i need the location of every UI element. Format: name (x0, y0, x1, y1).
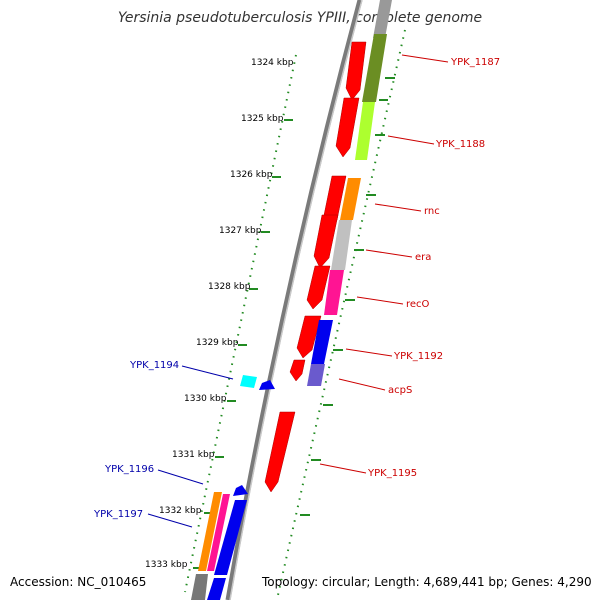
tick-label: 1325 kbp (241, 114, 284, 124)
tick-label: 1328 kbp (208, 282, 251, 292)
gene-label-ypk-1192: YPK_1192 (393, 351, 443, 362)
left-guide-line (184, 54, 297, 593)
gene-label-era: era (415, 252, 431, 263)
left-features (191, 375, 275, 600)
cds-strand (264, 41, 367, 493)
tick-label: 1332 kbp (159, 506, 202, 516)
gene-label-ypk-1194: YPK_1194 (129, 360, 179, 371)
tick-label: 1324 kbp (251, 58, 294, 68)
tick-label: 1329 kbp (196, 338, 239, 348)
accession-text: Accession: NC_010465 (10, 575, 147, 589)
right-gene-labels: YPK_1187 YPK_1188 rnc era recO YPK_1192 … (367, 57, 500, 479)
gene-label-ypk-1195: YPK_1195 (367, 468, 417, 479)
gene-label-ypk-1187: YPK_1187 (450, 57, 500, 68)
gene-label-ypk-1197: YPK_1197 (93, 509, 143, 520)
left-ticks (193, 119, 293, 569)
tick-label: 1326 kbp (230, 170, 273, 180)
function-strand (307, 0, 392, 386)
left-leaders (147, 365, 234, 528)
tick-label: 1327 kbp (219, 226, 262, 236)
left-gene-labels: YPK_1194 YPK_1196 YPK_1197 (93, 360, 179, 520)
right-leaders (319, 54, 449, 474)
gene-label-ypk-1196: YPK_1196 (104, 464, 154, 475)
gene-label-reco: recO (406, 299, 430, 310)
right-ticks (300, 77, 395, 516)
map-title: Yersinia pseudotuberculosis YPIII, compl… (117, 10, 483, 26)
genome-backbone (225, 0, 363, 600)
tick-label: 1333 kbp (145, 560, 188, 570)
tick-label: 1331 kbp (172, 450, 215, 460)
tick-label: 1330 kbp (184, 394, 227, 404)
kbp-labels: 1324 kbp 1325 kbp 1326 kbp 1327 kbp 1328… (145, 58, 294, 570)
gene-label-acps: acpS (388, 385, 412, 396)
gene-label-rnc: rnc (424, 206, 440, 217)
gene-label-ypk-1188: YPK_1188 (435, 139, 485, 150)
topology-text: Topology: circular; Length: 4,689,441 bp… (262, 575, 592, 589)
